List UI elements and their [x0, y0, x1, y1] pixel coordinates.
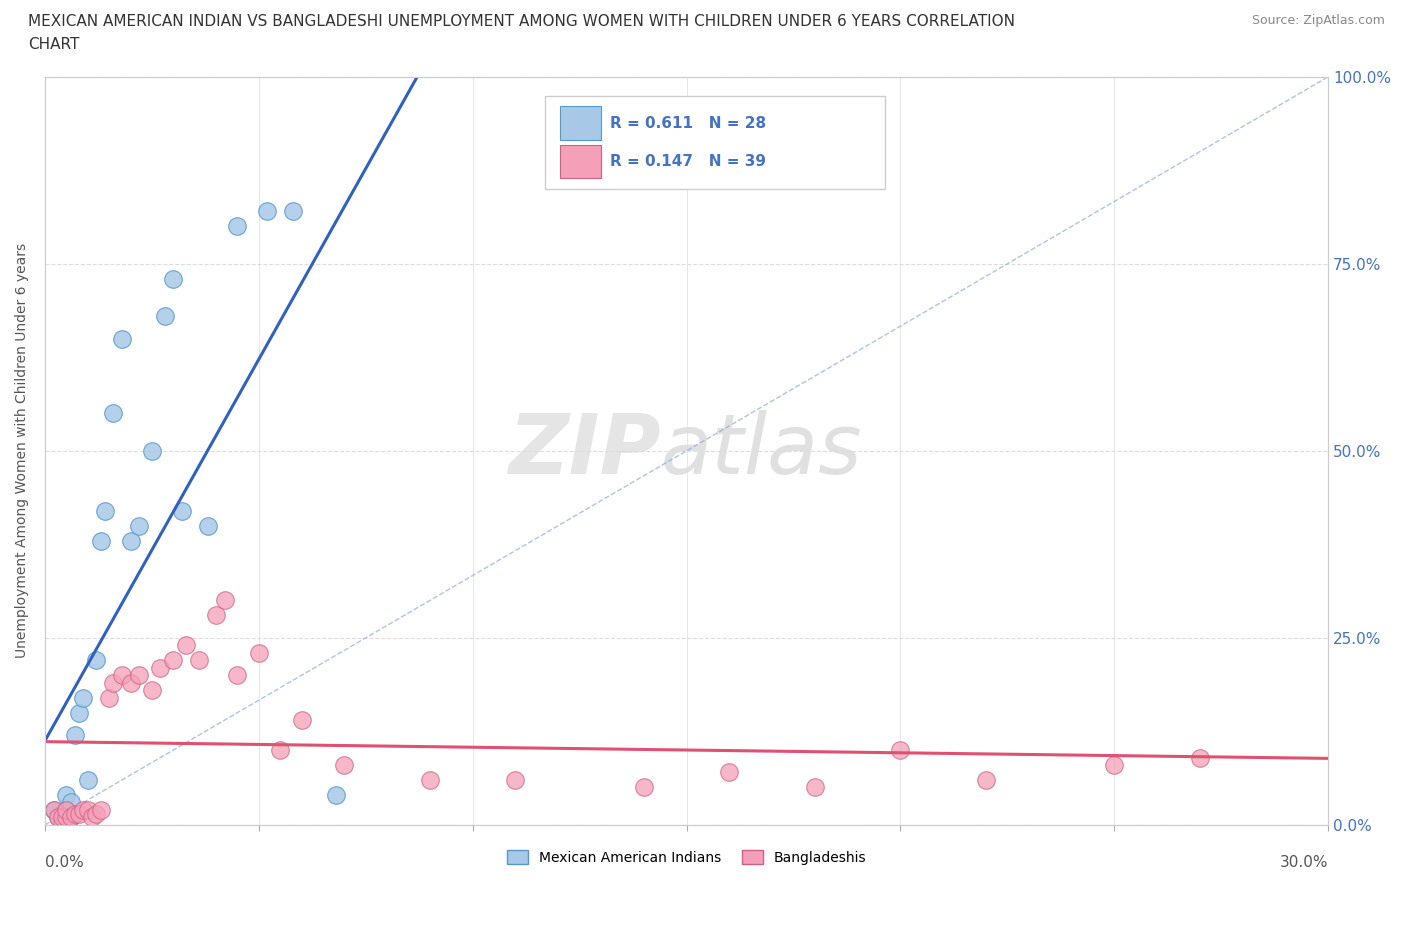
Point	[170, 503, 193, 518]
Point	[256, 204, 278, 219]
Point	[80, 810, 103, 825]
Point	[63, 806, 86, 821]
Point	[633, 780, 655, 795]
Legend: Mexican American Indians, Bangladeshis: Mexican American Indians, Bangladeshis	[501, 844, 872, 870]
Point	[59, 810, 82, 825]
Point	[1188, 751, 1211, 765]
Point	[90, 533, 112, 548]
Text: R = 0.147   N = 39: R = 0.147 N = 39	[610, 153, 765, 169]
Text: Source: ZipAtlas.com: Source: ZipAtlas.com	[1251, 14, 1385, 27]
Point	[94, 503, 117, 518]
Point	[55, 788, 77, 803]
FancyBboxPatch shape	[560, 145, 600, 178]
Text: atlas: atlas	[661, 410, 862, 491]
Point	[214, 593, 236, 608]
Point	[42, 803, 65, 817]
Point	[84, 806, 107, 821]
Point	[226, 219, 249, 233]
Point	[974, 773, 997, 788]
Point	[205, 608, 228, 623]
Point	[153, 309, 176, 324]
Point	[46, 810, 69, 825]
Point	[197, 518, 219, 533]
Point	[111, 668, 134, 683]
Point	[103, 675, 125, 690]
Point	[174, 638, 197, 653]
Point	[188, 653, 211, 668]
Point	[291, 712, 314, 727]
Point	[333, 758, 356, 773]
Point	[90, 803, 112, 817]
Point	[162, 653, 184, 668]
Point	[120, 675, 142, 690]
Point	[46, 810, 69, 825]
Point	[149, 660, 172, 675]
Point	[128, 518, 150, 533]
Point	[128, 668, 150, 683]
Point	[162, 272, 184, 286]
Text: CHART: CHART	[28, 37, 80, 52]
Point	[141, 444, 163, 458]
Point	[63, 727, 86, 742]
Text: MEXICAN AMERICAN INDIAN VS BANGLADESHI UNEMPLOYMENT AMONG WOMEN WITH CHILDREN UN: MEXICAN AMERICAN INDIAN VS BANGLADESHI U…	[28, 14, 1015, 29]
Point	[51, 810, 73, 825]
Text: ZIP: ZIP	[508, 410, 661, 491]
Point	[76, 773, 98, 788]
Point	[55, 810, 77, 825]
Point	[72, 803, 94, 817]
Point	[111, 331, 134, 346]
Point	[718, 765, 741, 780]
Point	[804, 780, 827, 795]
Text: 0.0%: 0.0%	[45, 855, 84, 870]
Point	[120, 533, 142, 548]
Point	[247, 645, 270, 660]
Point	[55, 803, 77, 817]
FancyBboxPatch shape	[560, 106, 600, 140]
Point	[889, 743, 911, 758]
Point	[281, 204, 304, 219]
Text: R = 0.611   N = 28: R = 0.611 N = 28	[610, 115, 766, 131]
Point	[419, 773, 441, 788]
Point	[51, 806, 73, 821]
FancyBboxPatch shape	[546, 96, 886, 189]
Point	[1104, 758, 1126, 773]
Point	[42, 803, 65, 817]
Point	[59, 810, 82, 825]
Point	[84, 653, 107, 668]
Y-axis label: Unemployment Among Women with Children Under 6 years: Unemployment Among Women with Children U…	[15, 244, 30, 658]
Point	[55, 803, 77, 817]
Point	[67, 806, 90, 821]
Point	[226, 668, 249, 683]
Point	[67, 705, 90, 720]
Point	[141, 683, 163, 698]
Point	[59, 795, 82, 810]
Text: 30.0%: 30.0%	[1279, 855, 1329, 870]
Point	[505, 773, 527, 788]
Point	[72, 690, 94, 705]
Point	[98, 690, 121, 705]
Point	[103, 406, 125, 421]
Point	[325, 788, 347, 803]
Point	[76, 803, 98, 817]
Point	[269, 743, 291, 758]
Point	[51, 814, 73, 829]
